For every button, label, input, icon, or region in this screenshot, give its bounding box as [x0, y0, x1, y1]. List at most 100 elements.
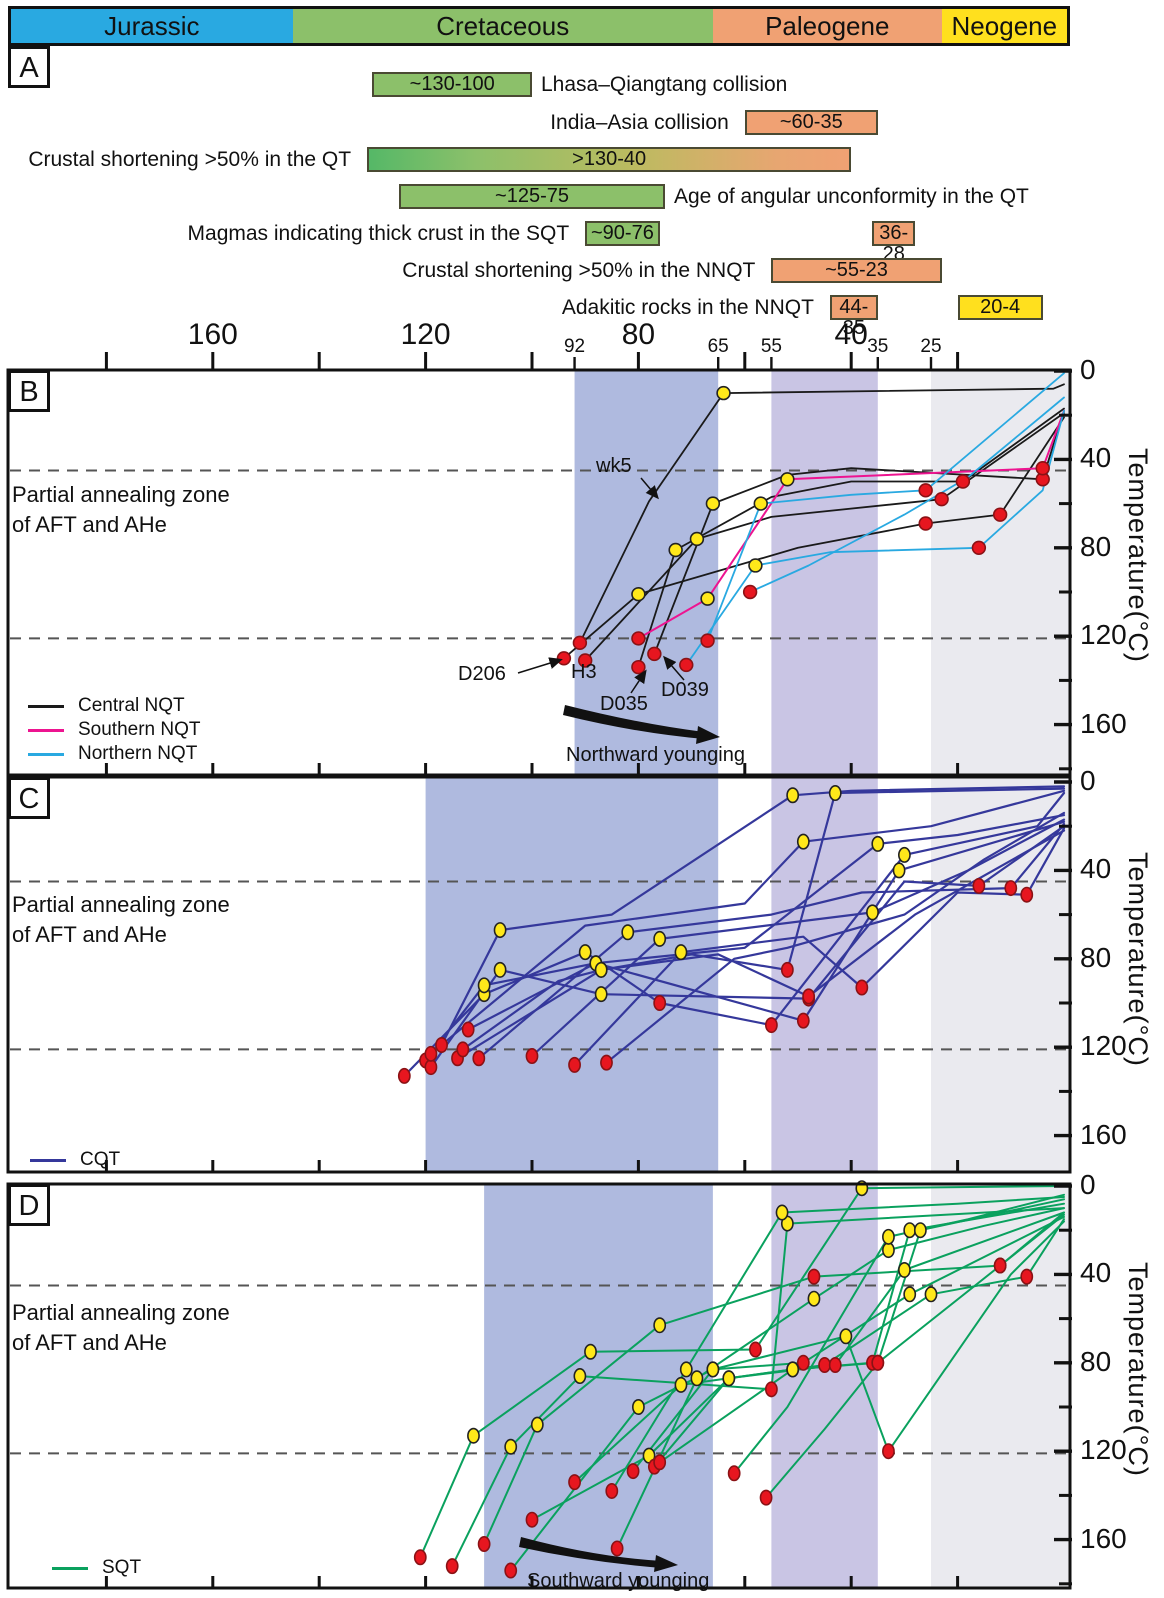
- era-cell-cretaceous: Cretaceous: [292, 9, 716, 43]
- panel-border-B: [6, 368, 1072, 777]
- timeline-left-label-5: Crustal shortening >50% in the NNQT: [402, 259, 756, 282]
- sample-label-d206: D206: [458, 663, 506, 685]
- sample-dot-red: [1035, 461, 1050, 476]
- timeline-left-label-4: Magmas indicating thick crust in the SQT: [187, 222, 570, 245]
- annotation-arrow: [517, 657, 563, 674]
- sample-dot-red: [918, 483, 933, 498]
- sample-dot-yellow: [594, 961, 608, 978]
- sample-dot-red: [572, 635, 588, 651]
- sample-dot-red: [647, 646, 662, 662]
- legend-b-swatch-0: [28, 705, 64, 708]
- sample-dot-red: [435, 1036, 448, 1053]
- sample-dot-red: [679, 657, 694, 673]
- temp-tick-label-B-120: 120: [1080, 619, 1127, 651]
- sample-dot-yellow: [653, 930, 667, 947]
- sample-dot-red: [413, 1549, 427, 1566]
- sample-dot-red: [759, 1489, 773, 1506]
- temp-tick-label-B-40: 40: [1080, 442, 1112, 474]
- sample-dot-yellow: [882, 1228, 895, 1245]
- sample-dot-red: [504, 1562, 518, 1579]
- panel-a-letter: A: [8, 46, 50, 88]
- sample-label-wk5: wk5: [596, 455, 632, 477]
- annealing-zone-label-d-line1: Partial annealing zone: [12, 1300, 230, 1325]
- sample-dot-red: [1020, 886, 1034, 903]
- sample-dot-yellow: [775, 1204, 789, 1221]
- sample-dot-yellow: [866, 904, 879, 921]
- sample-dot-yellow: [706, 1361, 720, 1378]
- sample-dot-red: [605, 1482, 619, 1499]
- sample-dot-red: [992, 507, 1008, 522]
- time-tick-label-160: 160: [187, 318, 238, 351]
- timeline-bar-1-0: ~60-35: [744, 110, 878, 135]
- time-tick-label-35: 35: [867, 336, 889, 357]
- band-gray-C: [931, 777, 1070, 1172]
- sample-dot-red: [445, 1558, 459, 1575]
- sample-dot-red: [796, 1354, 810, 1371]
- tT-path-C-cqt-10: [429, 789, 1066, 1055]
- era-cell-paleogene: Paleogene: [712, 9, 945, 43]
- time-tick-label-80: 80: [621, 318, 656, 351]
- sample-dot-red: [626, 1463, 640, 1480]
- panel-b-letter: B: [8, 370, 50, 412]
- sample-dot-yellow: [493, 922, 507, 939]
- band-gray-D: [931, 1184, 1070, 1588]
- sample-dot-red: [742, 584, 758, 600]
- temp-tick-label-C-160: 160: [1080, 1118, 1127, 1150]
- sample-dot-red: [568, 1056, 581, 1073]
- sample-dot-red: [653, 1454, 667, 1471]
- sample-dot-red: [871, 1354, 885, 1371]
- tT-path-B-central-nqt-3: [637, 407, 1065, 668]
- tT-path-D-sqt-3: [509, 1215, 1065, 1572]
- timeline-right-label-3: Age of angular unconformity in the QT: [674, 185, 1029, 208]
- annotation-arrow: [630, 669, 647, 694]
- sample-dot-red: [556, 651, 572, 666]
- temp-tick-label-D-160: 160: [1080, 1522, 1127, 1554]
- sample-dot-red: [802, 988, 816, 1005]
- sample-dot-yellow: [679, 1361, 693, 1378]
- sample-dot-red: [818, 1357, 831, 1374]
- tT-path-D-sqt-8: [632, 1220, 1065, 1473]
- sample-dot-red: [796, 1012, 810, 1029]
- legend-b-swatch-2: [28, 753, 64, 756]
- tT-path-C-cqt-5: [467, 813, 1066, 1031]
- sample-dot-red: [955, 474, 971, 489]
- sample-dot-yellow: [748, 558, 763, 573]
- sample-dot-red: [577, 653, 593, 668]
- sample-dot-yellow: [594, 986, 608, 1003]
- sample-dot-red: [934, 491, 949, 507]
- temp-axis-title-d: Temperature(°C): [1123, 1262, 1153, 1477]
- sample-dot-yellow: [493, 961, 507, 978]
- sample-dot-red: [424, 1045, 438, 1062]
- sample-dot-yellow: [828, 785, 842, 802]
- annealing-zone-label-c-line1: Partial annealing zone: [12, 892, 230, 917]
- sample-dot-yellow: [578, 944, 592, 961]
- legend-b-item-0: Central NQT: [28, 694, 268, 718]
- sample-dot-yellow: [631, 587, 646, 602]
- tT-path-B-northern-nqt-1: [706, 372, 1065, 642]
- sample-dot-red: [397, 1067, 411, 1084]
- timeline-bar-2-0: >130-40: [367, 147, 852, 172]
- sample-dot-yellow: [584, 1343, 597, 1360]
- sample-dot-yellow: [903, 1222, 917, 1239]
- time-tick-label-55: 55: [760, 336, 782, 357]
- sample-dot-red: [780, 961, 794, 978]
- legend-c-item-0: CQT: [30, 1148, 270, 1172]
- sample-dot-yellow: [898, 846, 911, 863]
- panel-C: [6, 775, 1072, 1174]
- tT-path-D-sqt-0: [419, 1185, 1065, 1559]
- sample-dot-yellow: [807, 1290, 821, 1307]
- legend-d-label-0: SQT: [102, 1557, 142, 1578]
- timeline-left-label-2: Crustal shortening >50% in the QT: [28, 148, 352, 171]
- sample-dot-yellow: [668, 542, 683, 558]
- sample-dot-yellow: [924, 1286, 938, 1303]
- sample-dot-red: [461, 1021, 475, 1038]
- sample-dot-yellow: [898, 1261, 911, 1278]
- sample-dot-yellow: [882, 1242, 895, 1259]
- sample-dot-yellow: [839, 1328, 853, 1345]
- time-tick-label-25: 25: [920, 336, 942, 357]
- sample-label-h3: H3: [571, 661, 597, 683]
- era-cell-jurassic: Jurassic: [11, 9, 296, 43]
- sample-dot-red: [855, 979, 869, 996]
- tT-path-C-cqt-11: [461, 829, 1066, 1051]
